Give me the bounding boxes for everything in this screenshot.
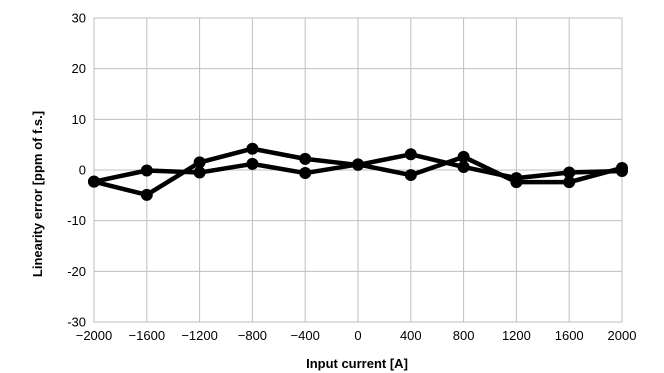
y-tick-label: 30: [72, 11, 86, 26]
x-tick-label: −800: [238, 328, 267, 343]
x-tick-label: 0: [354, 328, 361, 343]
x-tick-label: 1200: [502, 328, 531, 343]
series-2-point: [616, 161, 628, 174]
series-2-point: [246, 157, 259, 170]
x-tick-label: 2000: [608, 328, 637, 343]
y-tick-label: 0: [79, 163, 86, 178]
series-2-point: [140, 164, 153, 177]
x-axis-ticks: −2000 −1600 −1200 −800 −400 0 400 800 1200 1600 20…: [76, 328, 637, 343]
series-2-point: [457, 150, 470, 163]
series-1-point: [299, 152, 312, 165]
y-tick-label: -10: [67, 213, 86, 228]
series-2-point: [510, 176, 523, 189]
series-1-point: [457, 160, 470, 173]
series-1-point: [246, 142, 259, 155]
series-1-point: [563, 166, 576, 179]
x-tick-label: 800: [453, 328, 475, 343]
series-2-point: [563, 176, 576, 189]
y-tick-label: -30: [67, 315, 86, 330]
y-tick-label: 20: [72, 61, 86, 76]
series-2-point: [88, 175, 100, 188]
series-1-point: [193, 156, 206, 169]
y-axis-title: Linearity error [ppm of f.s.]: [30, 111, 45, 277]
x-tick-label: −1200: [181, 328, 218, 343]
series-2-point: [352, 158, 364, 171]
y-tick-label: -20: [67, 264, 86, 279]
x-axis-title: Input current [A]: [306, 356, 408, 371]
x-tick-label: −2000: [76, 328, 113, 343]
series-1-point: [140, 188, 153, 201]
x-tick-label: 1600: [555, 328, 584, 343]
y-axis-ticks: 30 20 10 0 -10 -20 -30: [67, 11, 86, 330]
series-2-point: [404, 169, 417, 182]
series-1-point: [404, 148, 417, 161]
x-tick-label: −400: [291, 328, 320, 343]
series-group: [88, 142, 628, 201]
series-2-point: [299, 167, 312, 180]
x-tick-label: −1600: [129, 328, 166, 343]
series-2-point: [193, 166, 206, 179]
x-tick-label: 400: [400, 328, 422, 343]
y-tick-label: 10: [72, 112, 86, 127]
